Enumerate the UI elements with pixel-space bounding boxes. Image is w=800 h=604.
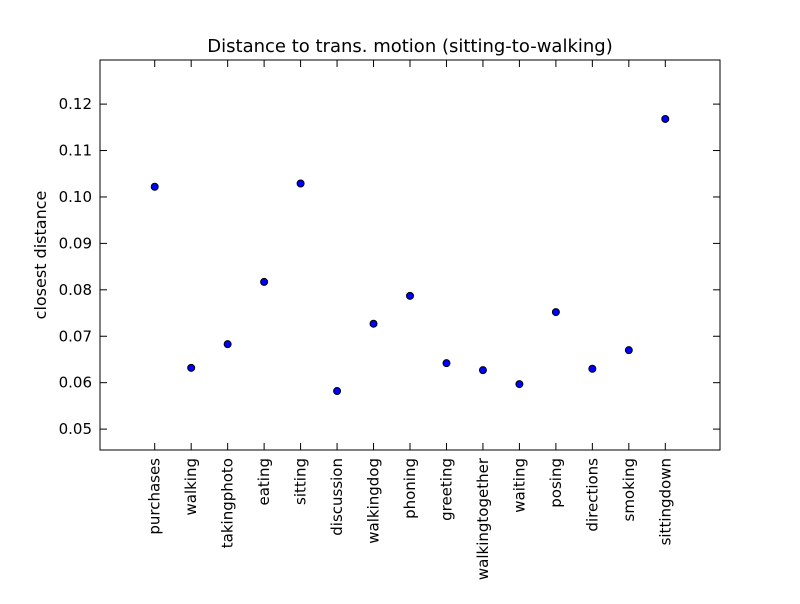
data-point [406,291,414,300]
x-tick-label: waiting [510,458,528,513]
x-tick-label: phoning [401,458,419,519]
y-tick-label: 0.05 [59,420,92,438]
y-tick-label: 0.07 [59,327,92,345]
data-point [223,340,232,349]
y-tick-label: 0.09 [59,234,92,252]
x-tick-label: directions [583,458,601,532]
x-tick-label: greeting [437,458,455,521]
y-tick-label: 0.08 [59,281,92,299]
y-tick-label: 0.11 [59,142,92,160]
x-tick-label: sitting [292,458,310,505]
plot-area: 0.05 0.06 0.07 0.08 0.09 0.10 0.11 0.12 purchase… [59,59,721,580]
data-point [588,364,597,373]
x-tick-label: takingphoto [219,458,237,548]
data-point [150,182,159,191]
data-point [478,366,487,375]
y-axis-label: closest distance [31,191,50,320]
x-tick-label: discussion [328,458,346,536]
data-point [296,179,305,188]
data-point [661,114,670,123]
x-tick-label: walkingtogether [474,457,492,580]
x-tick-label: walking [182,458,200,516]
x-tick-label: sittingdown [656,458,674,545]
chart-title: Distance to trans. motion (sitting-to-wa… [207,36,612,57]
data-point [260,277,269,286]
y-tick-label: 0.06 [59,374,92,392]
x-tick-label: eating [255,458,273,506]
x-tick-label: walkingdog [365,458,383,544]
axes-frame [99,59,721,451]
data-point [442,359,451,368]
y-tick-label: 0.10 [59,188,92,206]
data-point [187,363,196,372]
x-tick-label: smoking [620,458,638,522]
data-point [333,387,342,396]
data-point [515,380,524,389]
data-point [624,346,633,355]
data-point [551,308,560,317]
x-tick-label: purchases [146,458,164,535]
data-point [369,319,378,328]
y-tick-label: 0.12 [59,95,92,113]
x-tick-label: posing [547,458,565,508]
